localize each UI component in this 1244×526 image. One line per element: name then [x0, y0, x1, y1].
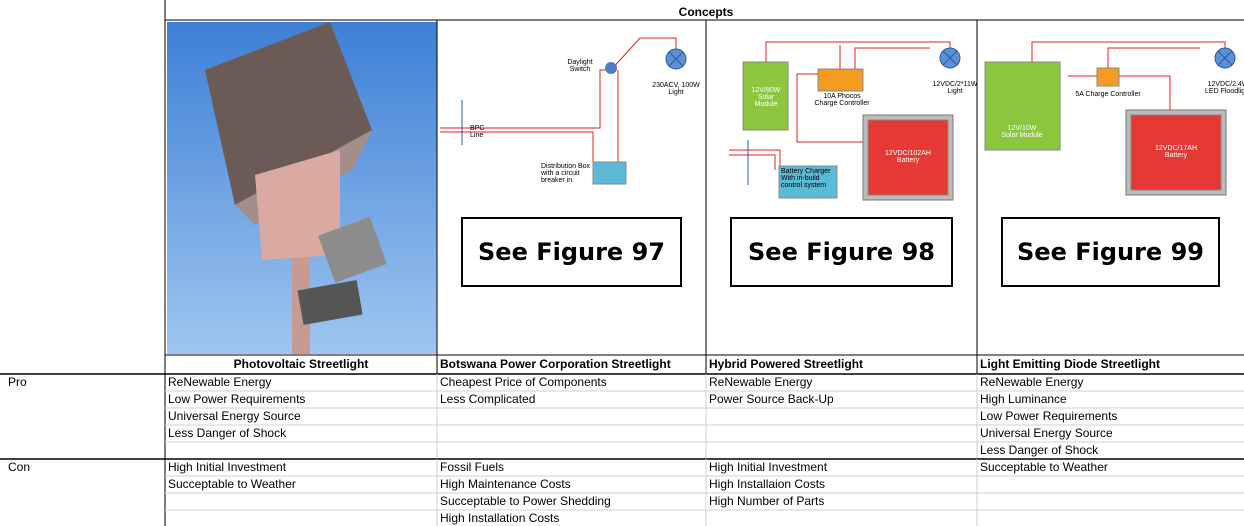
- diagram-label: Battery Charger: [781, 168, 831, 175]
- diagram-label: Charge Controller: [814, 100, 870, 107]
- diagram-label: 10A Phocos: [823, 93, 861, 100]
- lamp: [665, 48, 687, 70]
- wire: [765, 41, 951, 62]
- wire: [1031, 41, 1226, 62]
- diagram-label: control system: [781, 182, 826, 189]
- lamp: [939, 47, 961, 69]
- wire: [729, 149, 781, 166]
- photo: [167, 22, 437, 354]
- solar-module: [742, 61, 789, 131]
- distribution-box: [592, 161, 627, 185]
- cell-text: High Number of Parts: [709, 494, 824, 508]
- diagram-label: Line: [470, 132, 483, 139]
- cell-text: Power Source Back-Up: [709, 392, 834, 406]
- figure-box: [461, 217, 682, 287]
- diagram-label: Module: [755, 101, 778, 108]
- diagram-label: LED Floodlight: [1205, 88, 1244, 95]
- header: Concepts: [679, 5, 734, 19]
- row-label: Con: [8, 460, 30, 474]
- cell-text: Universal Energy Source: [168, 409, 301, 423]
- figure-reference: See Figure 98: [748, 238, 935, 266]
- wire: [854, 47, 930, 69]
- cell-text: ReNewable Energy: [168, 375, 271, 389]
- cell-text: High Initial Investment: [709, 460, 828, 474]
- cell-text: Low Power Requirements: [168, 392, 305, 406]
- cell-text: High Luminance: [980, 392, 1067, 406]
- switch: [605, 62, 617, 74]
- cell-text: Succeptable to Power Shedding: [440, 494, 611, 508]
- diagram-label: Switch: [570, 66, 591, 73]
- cell-text: Succeptable to Weather: [168, 477, 296, 491]
- diagram-label: 12V/10W: [1008, 125, 1037, 132]
- diagram-label: With in-build: [781, 175, 820, 182]
- figure-box: [1001, 217, 1220, 287]
- figure-reference: See Figure 99: [1017, 238, 1204, 266]
- diagram-label: Battery: [1165, 152, 1188, 159]
- charge-controller: [817, 68, 864, 92]
- cell-text: Fossil Fuels: [440, 460, 504, 474]
- diagram-label: 230ACV, 100W: [652, 82, 700, 89]
- diagram-label: Distribution Box: [541, 163, 591, 170]
- diagram-label: 12VDC/2.4W: [1208, 81, 1244, 88]
- concept-name: Photovoltaic Streetlight: [234, 357, 369, 371]
- cell-text: Universal Energy Source: [980, 426, 1113, 440]
- cell-text: ReNewable Energy: [980, 375, 1083, 389]
- cell-text: Less Danger of Shock: [980, 443, 1099, 457]
- wire: [796, 73, 866, 143]
- cell-text: ReNewable Energy: [709, 375, 812, 389]
- diagram-label: BPC: [470, 125, 484, 132]
- lamp-x: [942, 50, 958, 66]
- diagram-label: 12VDC/2*11W: [932, 81, 977, 88]
- cell-text: High Installaion Costs: [709, 477, 825, 491]
- cell-text: Less Complicated: [440, 392, 535, 406]
- cell-text: Less Danger of Shock: [168, 426, 287, 440]
- row-label: Pro: [8, 375, 27, 389]
- figure-box: [730, 217, 953, 287]
- lamp: [1214, 47, 1236, 69]
- lamp-x: [1217, 50, 1233, 66]
- wire: [1119, 75, 1171, 115]
- diagram-label: breaker in.: [541, 177, 574, 184]
- lamp-x: [668, 51, 684, 67]
- concept-name: Light Emitting Diode Streetlight: [980, 357, 1160, 371]
- concept-name: Hybrid Powered Streetlight: [709, 357, 863, 371]
- wire: [440, 69, 611, 129]
- diagram-label: Light: [668, 89, 683, 96]
- cell-text: Succeptable to Weather: [980, 460, 1108, 474]
- solar-module: [984, 61, 1061, 151]
- battery-cells: [867, 119, 949, 196]
- diagram-label: 12VDC/17AH: [1155, 145, 1197, 152]
- diagram-label: with a circuit: [540, 170, 580, 177]
- wire: [1107, 47, 1200, 68]
- diagram-label: Light: [947, 88, 962, 95]
- wire: [617, 70, 626, 176]
- cell-text: Cheapest Price of Components: [440, 375, 607, 389]
- battery-cells: [1130, 114, 1222, 191]
- diagram-label: Solar: [758, 94, 775, 101]
- charge-controller: [1096, 67, 1120, 87]
- diagram-label: 12V/80W: [752, 87, 781, 94]
- cell-text: High Initial Investment: [168, 460, 287, 474]
- battery-charger: [778, 165, 838, 199]
- cell-text: Low Power Requirements: [980, 409, 1117, 423]
- diagram-label: Battery: [897, 157, 920, 164]
- cell-text: High Installation Costs: [440, 511, 559, 525]
- cell-text: High Maintenance Costs: [440, 477, 571, 491]
- wire: [729, 154, 776, 170]
- diagram-label: Daylight: [567, 59, 592, 66]
- wire: [610, 37, 677, 71]
- wire: [440, 131, 594, 165]
- diagram-label: 5A Charge Controller: [1075, 91, 1141, 98]
- concept-name: Botswana Power Corporation Streetlight: [440, 357, 671, 371]
- diagram-label: 12VDC/102AH: [885, 150, 931, 157]
- figure-reference: See Figure 97: [478, 238, 665, 266]
- diagram-label: Solar Module: [1001, 132, 1042, 139]
